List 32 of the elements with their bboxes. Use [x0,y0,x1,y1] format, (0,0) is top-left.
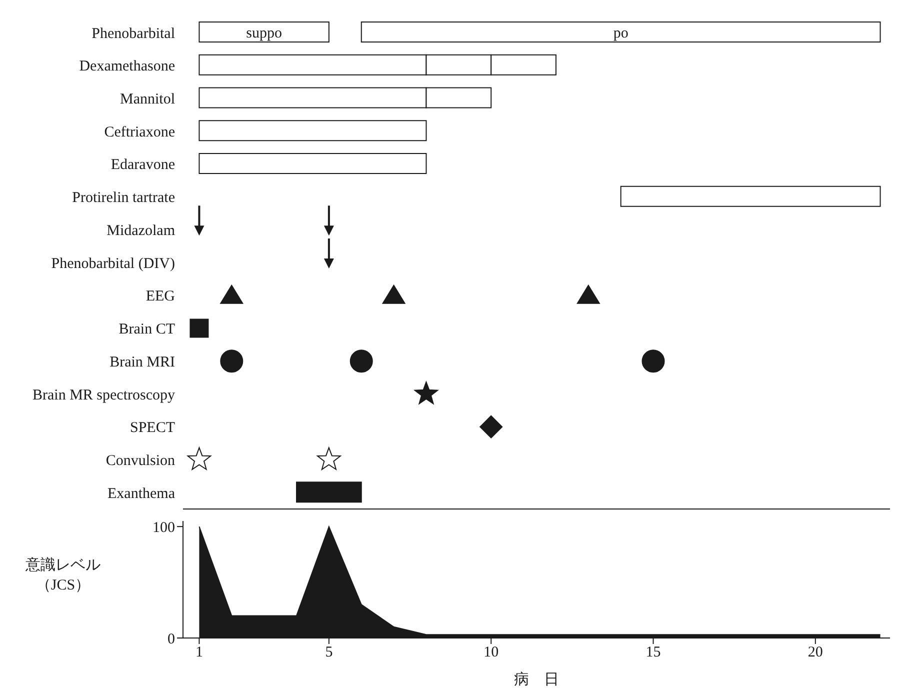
x-tick-label: 15 [646,644,661,661]
bar [296,482,362,503]
y-tick-label: Phenobarbital [92,26,175,42]
y-tick-label: SPECT [130,420,175,436]
bar [198,152,427,174]
y-tick-label: Brain MR spectroscopy [32,387,176,404]
y-tick-label: 0 [168,631,175,648]
y-tick-label: Phenobarbital (DIV) [51,256,175,272]
y-tick-label: Dexamethasone [79,58,176,75]
bar [620,186,881,207]
x-tick-label: 1 [195,644,203,661]
y-tick-label: EEG [146,288,176,305]
y-tick-label: Brain MRI [110,354,175,370]
y-tick-label: Exanthema [108,486,176,502]
y-tick-label: Protirelin tartrate [72,190,176,206]
x-tick-label: 20 [808,644,823,661]
y-tick-label: Ceftriaxone [104,124,176,140]
x-axis-title: 病 日 [514,671,559,688]
data-label: po [613,25,628,42]
y-tick-label: Brain CT [118,322,175,338]
y-axis-title: 意識レベル（JCS） [24,556,100,594]
bar [198,22,330,42]
bar [360,22,881,42]
data-label: suppo [246,25,282,42]
x-tick-label: 10 [484,644,499,661]
y-tick-label: Convulsion [106,453,176,470]
y-tick-label: Midazolam [106,222,176,239]
x-tick-label: 5 [325,644,333,661]
bar [198,120,427,142]
y-tick-label: Edaravone [110,157,176,174]
y-tick-label: Mannitol [120,91,175,108]
y-tick-label: 100 [152,520,175,536]
